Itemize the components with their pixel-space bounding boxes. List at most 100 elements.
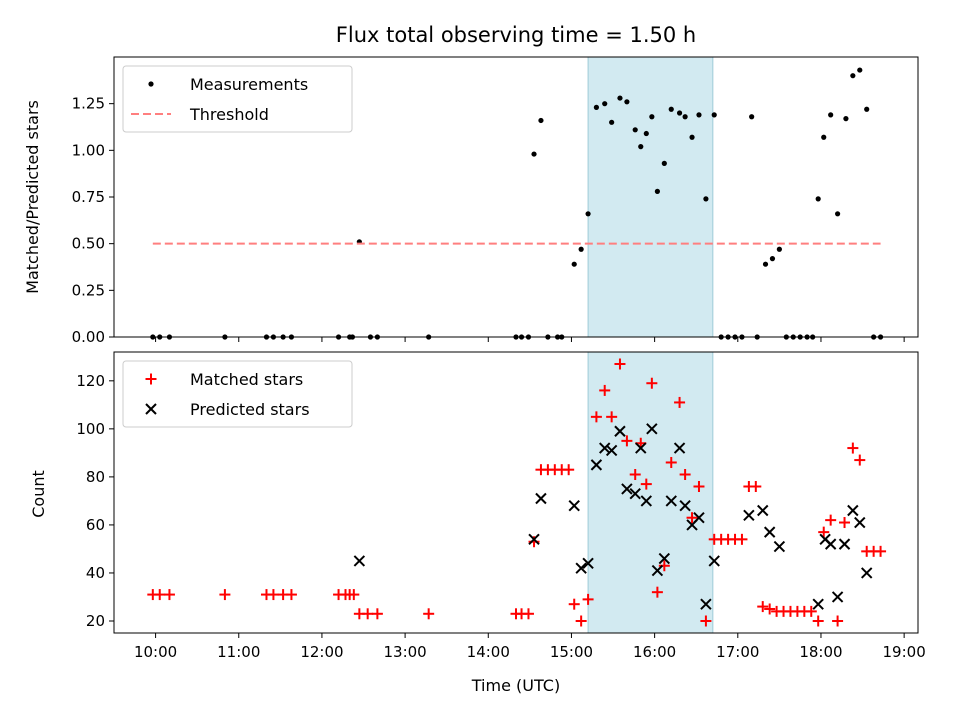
matched-star-marker bbox=[693, 480, 705, 492]
matched-star-marker bbox=[614, 358, 626, 370]
measurement-point bbox=[732, 334, 738, 340]
x-axis-label: Time (UTC) bbox=[471, 676, 560, 695]
measurement-point bbox=[222, 334, 228, 340]
matched-star-marker bbox=[629, 468, 641, 480]
legend-label: Predicted stars bbox=[190, 400, 310, 419]
measurement-point bbox=[749, 114, 755, 120]
predicted-star-marker bbox=[590, 459, 603, 471]
measurement-point bbox=[676, 110, 683, 116]
matched-star-marker bbox=[764, 603, 776, 615]
matched-star-marker bbox=[812, 615, 824, 627]
matched-star-marker bbox=[599, 384, 611, 396]
matched-star-marker bbox=[563, 464, 575, 476]
measurement-point bbox=[571, 261, 577, 267]
measurement-point bbox=[578, 246, 584, 252]
predicted-star-marker bbox=[743, 509, 755, 522]
matched-star-marker bbox=[267, 589, 279, 601]
predicted-star-marker bbox=[621, 483, 633, 495]
measurement-point bbox=[682, 114, 688, 120]
measurement-point bbox=[270, 334, 277, 340]
x-stroke-b bbox=[590, 459, 603, 471]
legend: Matched stars Predicted stars bbox=[122, 360, 353, 428]
measurement-point bbox=[762, 261, 769, 267]
measurement-point bbox=[349, 334, 356, 340]
legend-label: Matched stars bbox=[190, 370, 303, 389]
measurement-point bbox=[654, 188, 660, 194]
matched-star-marker bbox=[568, 598, 580, 610]
matched-star-marker bbox=[686, 512, 698, 524]
x-stroke-b bbox=[640, 495, 653, 507]
measurement-point bbox=[157, 334, 163, 340]
matched-star-marker bbox=[832, 615, 844, 627]
measurement-point bbox=[703, 196, 709, 202]
matched-star-marker bbox=[651, 586, 663, 598]
predicted-star-marker bbox=[673, 442, 686, 454]
predicted-star-marker bbox=[773, 540, 786, 553]
y-tick-label: 0.25 bbox=[72, 281, 105, 299]
y-tick-label: 80 bbox=[86, 468, 105, 486]
matched-star-marker bbox=[658, 560, 670, 572]
measurement-point bbox=[602, 101, 608, 107]
x-stroke-b bbox=[831, 591, 844, 603]
y-tick-label: 20 bbox=[86, 612, 105, 630]
x-tick-label: 14:00 bbox=[467, 643, 510, 661]
highlight-span bbox=[587, 351, 714, 634]
matched-star-marker bbox=[679, 468, 691, 480]
x-stroke-b bbox=[812, 598, 824, 610]
measurement-point bbox=[545, 334, 551, 340]
x-stroke-b bbox=[700, 598, 712, 610]
y-tick-label: 1.00 bbox=[72, 141, 105, 159]
matched-star-marker bbox=[839, 517, 851, 529]
measurement-point bbox=[783, 334, 789, 340]
measurement-point bbox=[525, 334, 532, 340]
y-tick-label: 0.75 bbox=[72, 188, 105, 206]
x-tick-label: 12:00 bbox=[300, 643, 343, 661]
matched-star-marker bbox=[700, 615, 712, 627]
matched-star-marker bbox=[285, 589, 297, 601]
measurement-point bbox=[754, 334, 760, 340]
x-stroke-b bbox=[614, 425, 626, 437]
matched-star-marker bbox=[575, 615, 587, 627]
x-stroke-b bbox=[575, 562, 587, 574]
matched-star-marker bbox=[805, 605, 817, 617]
matched-star-marker bbox=[665, 456, 677, 468]
measurement-point bbox=[864, 106, 870, 112]
x-stroke-b bbox=[605, 444, 618, 457]
matched-star-marker bbox=[621, 435, 633, 447]
measurement-point bbox=[668, 106, 674, 112]
measurement-point bbox=[661, 160, 667, 166]
measurement-point bbox=[725, 334, 731, 340]
y-tick-label: 0.00 bbox=[72, 328, 105, 346]
x-stroke-b bbox=[847, 504, 859, 517]
y-tick-label: 60 bbox=[86, 516, 105, 534]
predicted-star-marker bbox=[700, 598, 712, 610]
predicted-star-marker bbox=[854, 516, 866, 529]
x-stroke-b bbox=[621, 483, 633, 495]
predicted-star-marker bbox=[640, 495, 653, 507]
x-stroke-b bbox=[535, 492, 547, 505]
x-tick-label: 10:00 bbox=[134, 643, 177, 661]
predicted-star-marker bbox=[575, 562, 587, 574]
x-stroke-b bbox=[693, 512, 705, 524]
highlight-span bbox=[587, 56, 714, 338]
x-stroke-b bbox=[658, 552, 671, 565]
predicted-star-marker bbox=[353, 555, 366, 567]
measurement-point bbox=[538, 117, 544, 124]
measurement-point bbox=[638, 144, 644, 150]
x-stroke-b bbox=[651, 564, 664, 577]
top-chart-title: Flux total observing time = 1.50 h bbox=[336, 23, 696, 47]
y-tick-label: 0.50 bbox=[72, 235, 105, 253]
x-stroke-b bbox=[582, 557, 594, 570]
predicted-star-marker bbox=[582, 557, 594, 570]
x-stroke-b bbox=[528, 533, 540, 546]
measurement-point bbox=[643, 130, 649, 137]
legend-dot-icon bbox=[148, 81, 154, 87]
matched-star-marker bbox=[854, 454, 866, 466]
predicted-star-marker bbox=[679, 500, 691, 512]
x-stroke-b bbox=[757, 504, 769, 517]
matched-star-marker bbox=[371, 608, 383, 620]
measurement-point bbox=[843, 116, 849, 122]
matched-star-marker bbox=[423, 608, 435, 620]
predicted-star-marker bbox=[614, 425, 626, 437]
measurement-point bbox=[797, 334, 803, 340]
